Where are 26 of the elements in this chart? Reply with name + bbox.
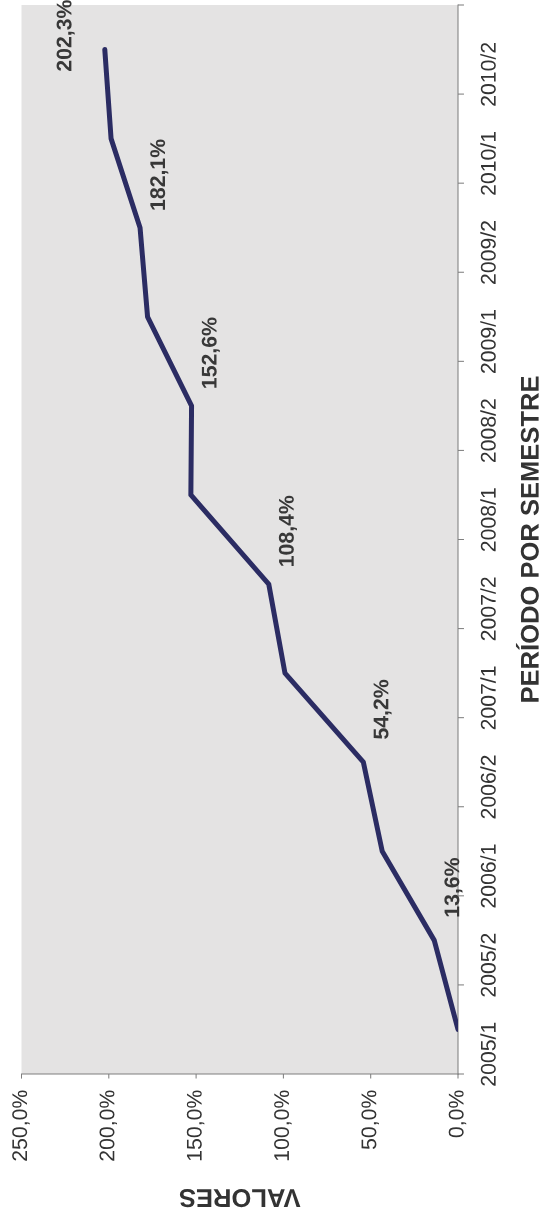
y-axis-title: PERÍODO POR SEMESTRE bbox=[515, 376, 539, 702]
y-tick-label: 2007/2 bbox=[480, 577, 496, 641]
y-tick-label: 2006/2 bbox=[480, 755, 496, 819]
y-tick-label: 2005/2 bbox=[480, 933, 496, 997]
y-tick-label: 2008/1 bbox=[480, 488, 496, 552]
y-tick-label: 2009/1 bbox=[480, 310, 496, 374]
x-axis-title: VALORES bbox=[179, 1189, 301, 1208]
data-label: 152,6% bbox=[201, 317, 220, 388]
y-tick-label: 2010/2 bbox=[480, 42, 496, 106]
x-tick-label: 150,0% bbox=[186, 1090, 205, 1161]
data-label: 182,1% bbox=[150, 139, 169, 210]
x-tick-label: 200,0% bbox=[99, 1090, 118, 1161]
data-label: 108,4% bbox=[278, 495, 297, 566]
x-tick-label: 50,0% bbox=[361, 1090, 379, 1150]
x-tick-label: 0,0% bbox=[448, 1090, 467, 1138]
y-tick-label: 2006/1 bbox=[480, 844, 496, 908]
data-label: 13,6% bbox=[444, 858, 463, 917]
y-tick-label: 2010/1 bbox=[480, 131, 496, 195]
x-tick-label: 250,0% bbox=[12, 1090, 30, 1161]
y-tick-label: 2009/2 bbox=[480, 221, 496, 284]
data-label: 54,2% bbox=[373, 679, 392, 739]
y-tick-label: 2005/1 bbox=[480, 1022, 496, 1086]
data-label: 202,3% bbox=[56, 0, 75, 71]
x-tick-label: 100,0% bbox=[274, 1090, 292, 1161]
y-tick-label: 2007/1 bbox=[480, 666, 496, 730]
y-tick-label: 2008/2 bbox=[480, 399, 496, 463]
